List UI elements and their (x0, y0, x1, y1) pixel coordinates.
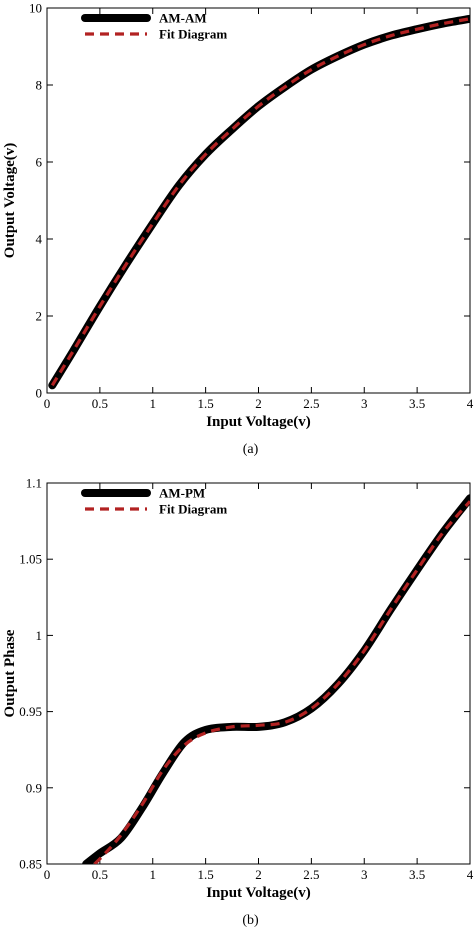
y-axis-title: Output Voltage(v) (2, 143, 18, 258)
x-tick-label: 2.5 (303, 867, 319, 882)
x-tick-label: 1.5 (198, 396, 214, 411)
y-tick-label: 0.95 (19, 704, 42, 719)
x-tick-label: 3 (361, 867, 368, 882)
x-tick-label: 3 (361, 396, 368, 411)
y-tick-label: 4 (36, 232, 43, 247)
plot-area-b: 0 0.5 1 1.5 2 2.5 3 3.5 4 0.85 0.9 0.95 1 1.05 1.1 Inpu… (2, 476, 474, 929)
x-tick-label: 0.5 (92, 867, 108, 882)
plot-frame (46, 7, 471, 394)
figure-caption: (b) (242, 913, 259, 928)
y-tick-label: 0 (36, 386, 43, 401)
y-tick-label: 10 (29, 1, 42, 16)
legend-label: Fit Diagram (159, 502, 227, 517)
x-tick-label: 2.5 (303, 396, 319, 411)
legend-label: Fit Diagram (159, 27, 227, 42)
y-tick-label: 0.9 (26, 780, 42, 795)
x-tick-label: 0 (44, 867, 51, 882)
plot-area-a: 0 0.5 1 1.5 2 2.5 3 3.5 4 0 2 4 6 8 10 Input Voltage(v)… (2, 1, 474, 458)
figure-caption: (a) (243, 442, 259, 457)
chart-am-am: 0 0.5 1 1.5 2 2.5 3 3.5 4 0 2 4 6 8 10 Input Voltage(v)… (2, 1, 474, 458)
x-tick-label: 1 (150, 396, 157, 411)
x-axis-title: Input Voltage(v) (206, 414, 311, 430)
y-tick-label: 1.05 (19, 552, 42, 567)
x-tick-label: 3.5 (409, 396, 425, 411)
y-axis-title: Output Phase (2, 629, 18, 717)
y-tick-label: 0.85 (19, 857, 42, 872)
legend-label: AM-PM (159, 486, 205, 501)
series-line-fit-diagram (50, 17, 470, 387)
x-tick-label: 2 (255, 396, 262, 411)
x-tick-label: 0 (44, 396, 51, 411)
y-tick-label: 6 (36, 155, 43, 170)
y-tick-label: 1 (36, 628, 43, 643)
x-tick-label: 4 (467, 867, 474, 882)
y-tick-label: 8 (36, 78, 43, 93)
x-tick-label: 0.5 (92, 396, 108, 411)
series-line-fit-diagram (93, 500, 470, 864)
x-tick-label: 2 (255, 867, 262, 882)
chart-am-pm: 0 0.5 1 1.5 2 2.5 3 3.5 4 0.85 0.9 0.95 1 1.05 1.1 Inpu… (2, 476, 474, 929)
legend-label: AM-AM (159, 11, 207, 26)
series-line-am-am (48, 14, 470, 390)
y-tick-label: 2 (36, 309, 43, 324)
x-tick-label: 3.5 (409, 867, 425, 882)
x-tick-label: 4 (467, 396, 474, 411)
x-tick-label: 1.5 (198, 867, 214, 882)
plot-frame (46, 482, 471, 865)
y-tick-label: 1.1 (26, 476, 42, 491)
series-line-am-pm (82, 494, 470, 864)
x-axis-title: Input Voltage(v) (206, 885, 311, 901)
x-tick-label: 1 (150, 867, 157, 882)
